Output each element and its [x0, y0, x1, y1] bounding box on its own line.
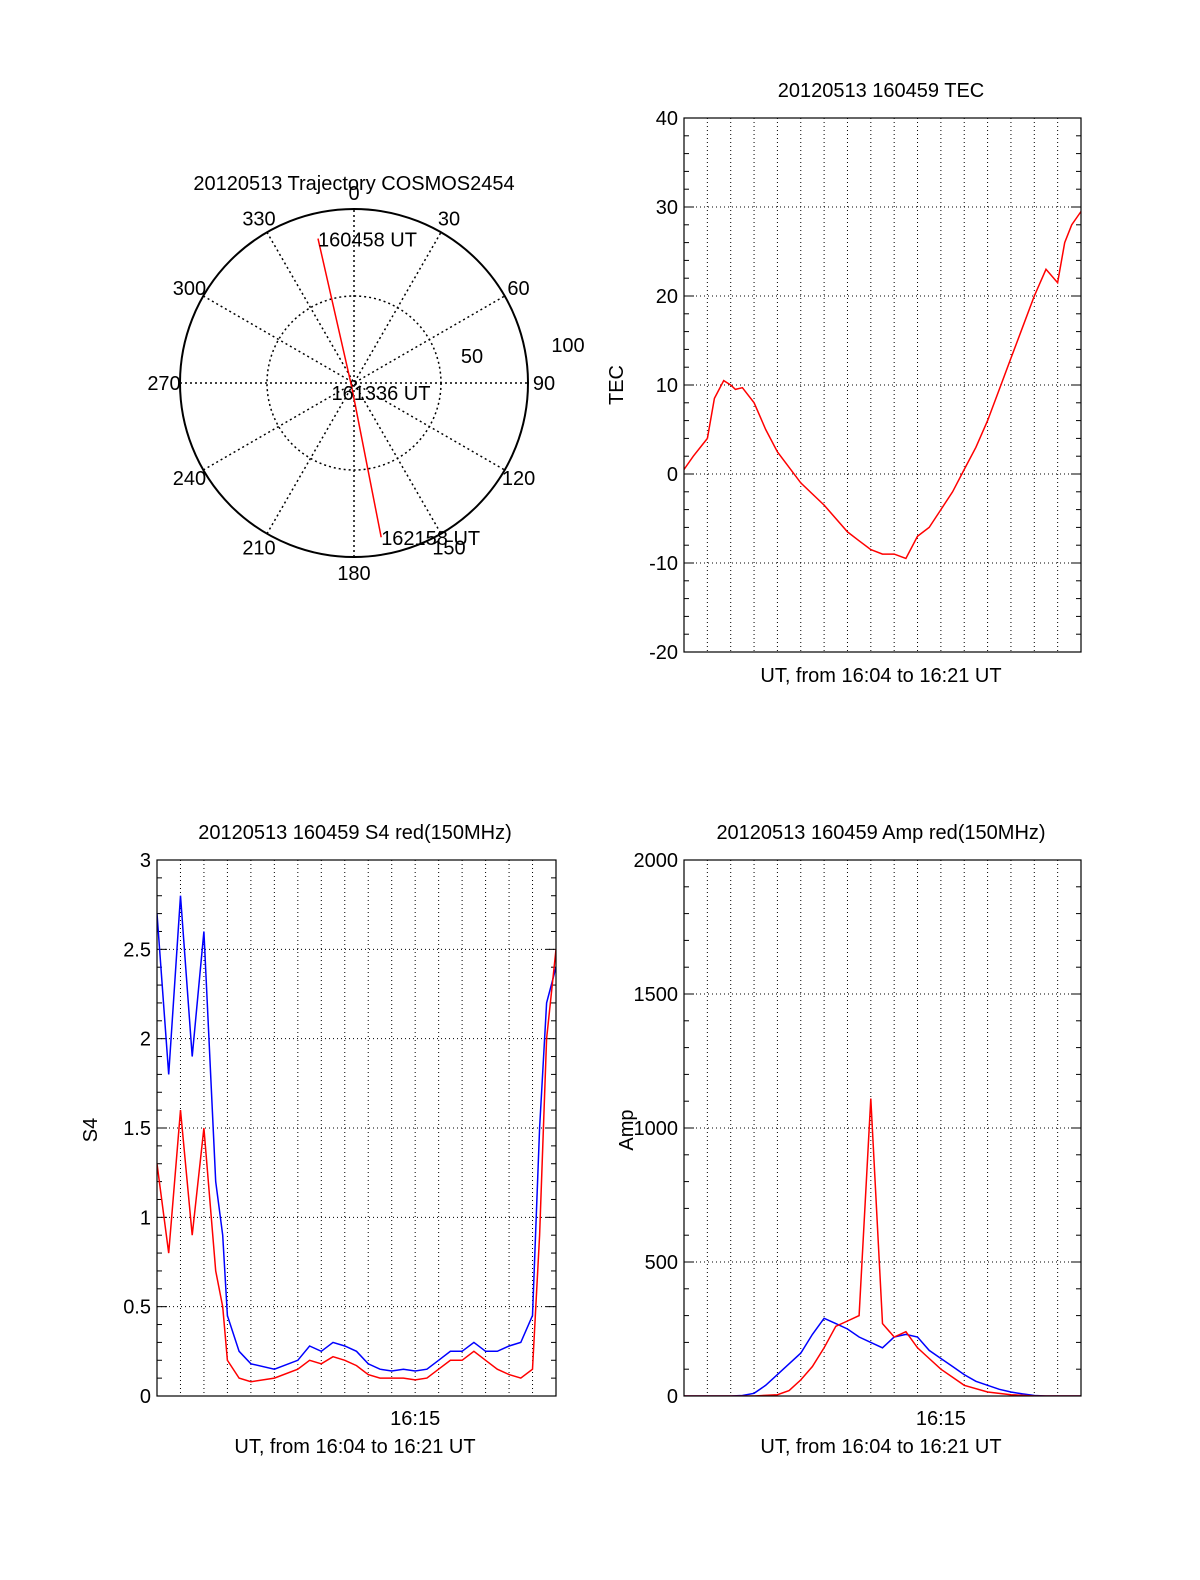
tec-y-tick-label: -10: [649, 553, 678, 575]
polar-radial-line: [202, 295, 506, 471]
polar-radial-line: [266, 231, 442, 535]
amp-plot-area: 0 500 1000 1500 2000 16:15: [634, 850, 1082, 1430]
polar-angle-label: 300: [173, 278, 206, 300]
polar-angle-label: 330: [242, 208, 275, 230]
polar-radial-line: [202, 295, 506, 471]
tec-y-tick-label: 20: [656, 286, 678, 308]
s4-x-tick-label: 16:15: [390, 1408, 440, 1430]
polar-trajectory-chart: 20120513 Trajectory COSMOS2454 0 30 60 90 12…: [147, 173, 584, 585]
polar-trajectory-series: 160458 UT 161336 UT 162158 UT: [317, 230, 480, 550]
amp-frame: [683, 859, 1082, 1397]
tec-plot-area: -20 -10 0 10 20 30 40: [649, 108, 1082, 664]
polar-angle-label: 30: [438, 208, 460, 230]
tec-series-line-0: [684, 211, 1081, 560]
s4-plot-area: 0 0.5 1 1.5 2 2.5 3 16:15: [123, 850, 557, 1430]
s4-y-axis-label: S4: [80, 1118, 102, 1142]
polar-chart-title: 20120513 Trajectory COSMOS2454: [193, 173, 514, 195]
tec-chart: 20120513 160459 TEC UT, from 16:04 to 16…: [606, 80, 1082, 687]
amp-series-line-1: [684, 1098, 1081, 1396]
s4-series-line-1: [157, 949, 556, 1383]
amp-y-tick-label: 0: [667, 1386, 678, 1408]
s4-y-tick-label: 0.5: [123, 1297, 151, 1319]
amp-y-axis-label: Amp: [616, 1109, 638, 1150]
s4-y-tick-label: 2: [140, 1029, 151, 1051]
tec-y-axis-label: TEC: [606, 365, 628, 405]
polar-radial-line: [266, 231, 442, 535]
amp-x-axis-label: UT, from 16:04 to 16:21 UT: [760, 1436, 1001, 1458]
amp-x-tick-label: 16:15: [916, 1408, 966, 1430]
polar-radius-label: 50: [461, 346, 483, 368]
amp-chart-title: 20120513 160459 Amp red(150MHz): [716, 822, 1045, 844]
amp-y-tick-label: 500: [645, 1252, 678, 1274]
s4-y-tick-label: 1.5: [123, 1118, 151, 1140]
tec-y-tick-label: 10: [656, 375, 678, 397]
amp-y-tick-label: 1500: [634, 984, 679, 1006]
polar-angle-label: 180: [337, 563, 370, 585]
s4-y-tick-label: 2.5: [123, 939, 151, 961]
amp-chart: 20120513 160459 Amp red(150MHz) UT, from…: [616, 822, 1082, 1458]
amp-y-tick-label: 1000: [634, 1118, 679, 1140]
tec-y-tick-label: 0: [667, 464, 678, 486]
s4-x-axis-label: UT, from 16:04 to 16:21 UT: [234, 1436, 475, 1458]
tec-y-tick-label: 40: [656, 108, 678, 130]
tec-chart-title: 20120513 160459 TEC: [778, 80, 984, 102]
s4-chart-title: 20120513 160459 S4 red(150MHz): [198, 822, 512, 844]
polar-angle-label: 90: [533, 373, 555, 395]
polar-angle-label: 240: [173, 468, 206, 490]
tec-x-axis-label: UT, from 16:04 to 16:21 UT: [760, 665, 1001, 687]
polar-point-label: 160458 UT: [318, 230, 417, 252]
polar-point-label: 161336 UT: [332, 383, 431, 405]
tec-frame: [683, 117, 1082, 653]
polar-angle-labels: 0 30 60 90 120 150 180 210 240 270 300 330 50 100: [147, 183, 584, 585]
polar-trajectory-line: [317, 238, 382, 538]
s4-y-tick-label: 0: [140, 1386, 151, 1408]
amp-series-line-0: [684, 1317, 1081, 1396]
amp-y-tick-label: 2000: [634, 850, 679, 872]
polar-radius-label: 100: [551, 335, 584, 357]
polar-angle-label: 210: [242, 538, 275, 560]
polar-angle-label: 0: [348, 183, 359, 205]
polar-grid: [179, 208, 529, 558]
s4-chart: 20120513 160459 S4 red(150MHz) UT, from …: [80, 822, 557, 1458]
tec-y-tick-label: -20: [649, 642, 678, 664]
polar-angle-label: 270: [147, 373, 180, 395]
s4-frame: [156, 859, 557, 1397]
s4-y-tick-label: 1: [140, 1207, 151, 1229]
polar-angle-label: 60: [507, 278, 529, 300]
s4-y-tick-label: 3: [140, 850, 151, 872]
s4-series-line-0: [157, 895, 556, 1372]
polar-angle-label: 120: [502, 468, 535, 490]
tec-y-tick-label: 30: [656, 197, 678, 219]
polar-angle-label: 150: [432, 538, 465, 560]
polar-point-label: 162158 UT: [381, 528, 480, 550]
